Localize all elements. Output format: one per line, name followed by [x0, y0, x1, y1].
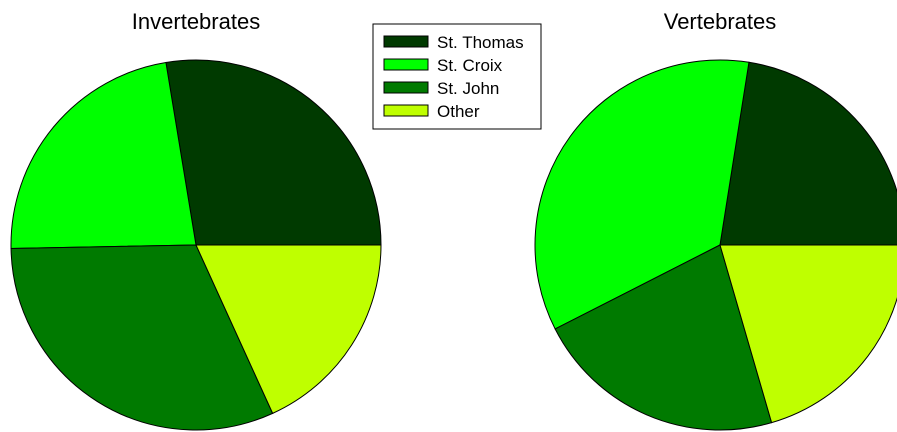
legend-swatch-other — [383, 104, 429, 117]
pie-slice-invertebrates-other — [195, 244, 382, 415]
legend-label-st-thomas: St. Thomas — [437, 33, 524, 52]
pie-slice-vertebrates-st-croix — [534, 59, 750, 330]
chart-title-invertebrates: Invertebrates — [132, 9, 260, 34]
legend-label-st-john: St. John — [437, 79, 499, 98]
legend: St. Thomas St. Croix St. John Other — [372, 23, 542, 130]
pie-chart-vertebrates: Vertebrates — [534, 9, 897, 431]
legend-label-other: Other — [437, 102, 480, 121]
pie-slice-invertebrates-st-john — [10, 244, 274, 431]
legend-label-st-croix: St. Croix — [437, 56, 503, 75]
chart-title-vertebrates: Vertebrates — [664, 9, 777, 34]
legend-swatch-st-thomas — [383, 35, 429, 48]
legend-swatch-st-john — [383, 81, 429, 94]
pie-slice-invertebrates-st-croix — [10, 61, 197, 249]
pie-slice-invertebrates-st-thomas — [165, 59, 382, 246]
pie-chart-invertebrates: Invertebrates — [10, 9, 382, 431]
pie-slice-vertebrates-other — [719, 244, 897, 424]
legend-swatch-st-croix — [383, 58, 429, 71]
pie-slice-vertebrates-st-thomas — [719, 61, 897, 246]
pie-slice-vertebrates-st-john — [554, 244, 773, 431]
